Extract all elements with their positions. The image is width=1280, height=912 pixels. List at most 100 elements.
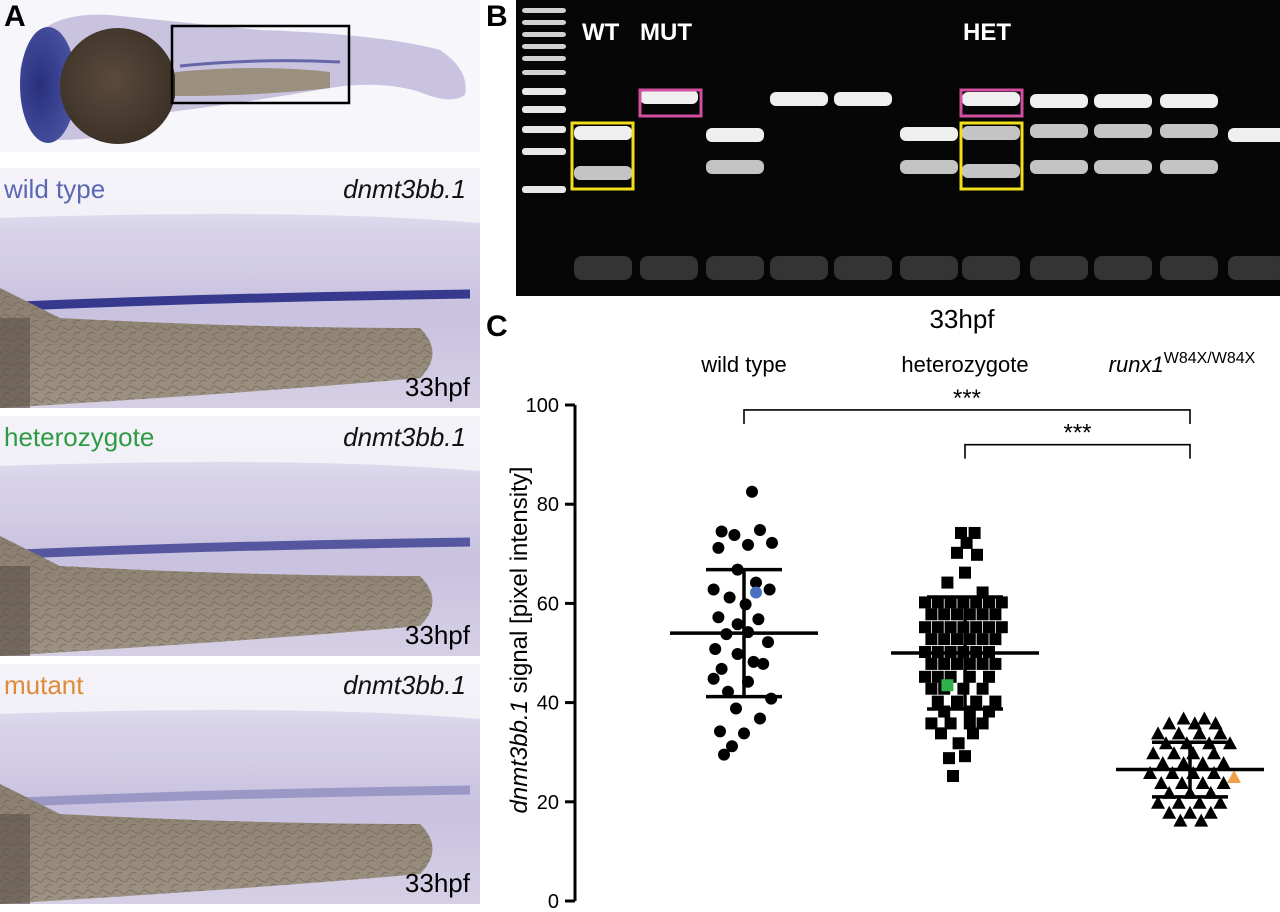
- data-point: [746, 485, 758, 498]
- data-point: [1155, 756, 1170, 770]
- data-point: [747, 655, 760, 668]
- data-point: [976, 633, 989, 646]
- data-point: [963, 657, 976, 670]
- data-point: [925, 633, 938, 646]
- data-point: [983, 621, 995, 634]
- significance-label: ***: [1063, 420, 1091, 447]
- primer-dimer-band: [1160, 256, 1218, 280]
- gel-band: [574, 126, 632, 140]
- data-point: [765, 692, 778, 705]
- gel-band: [706, 128, 764, 142]
- gel-label-mut: MUT: [640, 19, 692, 46]
- data-point: [712, 611, 725, 624]
- primer-dimer-band: [770, 256, 828, 280]
- fin-fold: [0, 168, 480, 223]
- gene-label: dnmt3bb.1: [343, 670, 466, 700]
- data-point: [995, 596, 1008, 609]
- data-point: [925, 657, 938, 670]
- primer-dimer-band: [706, 256, 764, 280]
- data-point: [1194, 813, 1209, 827]
- panel-b: B WT MUT HET: [486, 0, 1280, 296]
- ladder-band: [522, 186, 566, 193]
- data-point: [1143, 766, 1157, 780]
- y-tick-label: 20: [537, 792, 559, 814]
- data-point: [1207, 746, 1221, 760]
- data-point: [723, 591, 736, 604]
- gel-band: [1030, 94, 1088, 108]
- ladder-band: [522, 32, 566, 37]
- data-point: [730, 702, 742, 715]
- data-point: [1195, 756, 1210, 770]
- primer-dimer-band: [1094, 256, 1152, 280]
- ladder-band: [522, 44, 566, 49]
- gel-band: [962, 92, 1020, 106]
- data-point: [1223, 736, 1237, 750]
- panel-c-letter: C: [486, 310, 508, 343]
- condition-label: heterozygote: [4, 422, 154, 452]
- panel-b-letter: B: [486, 0, 508, 33]
- primer-dimer-band: [962, 256, 1020, 280]
- series-square: [891, 526, 1039, 783]
- zoom-region-box: [170, 24, 351, 105]
- gel-band: [1094, 160, 1152, 174]
- data-point: [1192, 726, 1207, 740]
- panel-c: C 33hpf wild type heterozygote runx1W84X…: [486, 304, 1264, 912]
- y-axis-label: dnmt3bb.1 signal [pixel intensity]: [506, 467, 533, 814]
- data-point: [1146, 746, 1161, 760]
- het-lower-band-box: [959, 121, 1024, 191]
- data-point: [951, 546, 963, 559]
- embryo-yolk: [60, 28, 176, 144]
- mutant-allele-superscript: W84X/W84X: [1164, 350, 1256, 367]
- chart-title: 33hpf: [929, 304, 995, 334]
- data-point: [976, 608, 989, 621]
- gel-band: [1030, 124, 1088, 138]
- data-point: [1213, 726, 1228, 740]
- gel-lanes: [522, 8, 1280, 280]
- data-point: [722, 685, 734, 698]
- data-point: [726, 740, 738, 753]
- data-point: [1162, 805, 1177, 819]
- data-point: [728, 528, 741, 541]
- data-point: [1207, 766, 1221, 780]
- data-point: [750, 586, 762, 599]
- data-point: [967, 727, 979, 740]
- data-point: [1195, 775, 1210, 789]
- data-point: [951, 657, 963, 670]
- gene-label: dnmt3bb.1: [343, 174, 466, 204]
- ladder-band: [522, 20, 566, 25]
- data-point: [718, 748, 730, 761]
- embryo-section-3: mutant dnmt3bb.1 33hpf: [0, 664, 480, 904]
- gene-label: dnmt3bb.1: [343, 422, 466, 452]
- data-point: [944, 621, 957, 634]
- gel-image: [516, 0, 1280, 296]
- data-point: [766, 536, 778, 549]
- panel-a: A: [0, 0, 480, 152]
- data-point: [941, 679, 954, 692]
- data-point: [1208, 716, 1223, 730]
- condition-label: wild type: [3, 174, 105, 204]
- data-point: [1162, 716, 1177, 730]
- gel-band: [900, 127, 958, 141]
- fin-fold: [0, 416, 480, 471]
- data-point: [983, 596, 995, 609]
- stained-vessel: [19, 289, 471, 311]
- gel-band: [834, 92, 892, 106]
- data-point: [754, 523, 766, 536]
- data-point: [707, 672, 720, 685]
- gel-band: [706, 160, 764, 174]
- data-point: [1216, 756, 1231, 770]
- data-point: [925, 682, 938, 695]
- yolk-cell-texture: [0, 536, 433, 656]
- wt-lower-band-box: [570, 121, 635, 191]
- data-point: [1183, 805, 1197, 819]
- ladder-band: [522, 106, 566, 113]
- y-tick-label: 0: [548, 891, 559, 912]
- gel-label-het: HET: [963, 19, 1011, 46]
- data-point: [731, 647, 744, 660]
- data-point: [963, 633, 976, 646]
- stage-label: 33hpf: [405, 372, 471, 402]
- gel-band: [1094, 124, 1152, 138]
- data-point: [931, 621, 944, 634]
- data-point: [707, 583, 720, 596]
